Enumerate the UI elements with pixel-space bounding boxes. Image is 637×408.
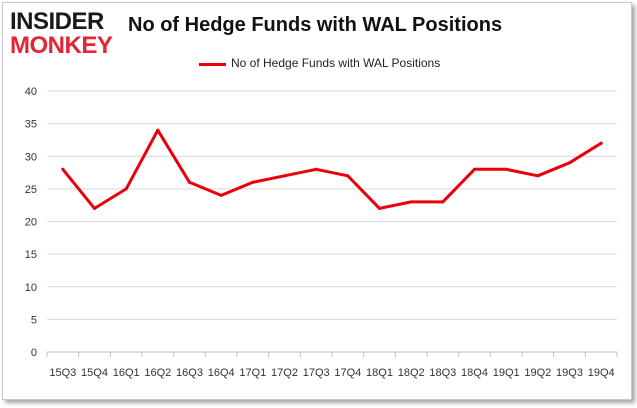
x-tick-label: 18Q4 xyxy=(461,367,488,379)
chart-title: No of Hedge Funds with WAL Positions xyxy=(128,14,503,36)
y-tick-label: 5 xyxy=(31,314,37,326)
x-tick-label: 15Q3 xyxy=(49,367,76,379)
x-tick-label: 18Q3 xyxy=(429,367,456,379)
data-point xyxy=(93,206,96,210)
x-tick-label: 17Q1 xyxy=(239,367,266,379)
data-point xyxy=(124,187,128,191)
data-point xyxy=(188,180,191,184)
x-tick-label: 19Q1 xyxy=(493,367,520,379)
data-point xyxy=(504,167,508,171)
data-point xyxy=(409,200,413,204)
x-tick-label: 19Q4 xyxy=(588,367,615,379)
data-point xyxy=(599,141,603,145)
x-tick-label: 16Q2 xyxy=(144,367,171,379)
x-tick-label: 17Q4 xyxy=(334,367,361,379)
x-tick-label: 17Q2 xyxy=(271,367,298,379)
data-point xyxy=(473,167,476,171)
y-tick-label: 30 xyxy=(25,151,37,163)
y-tick-label: 10 xyxy=(25,282,37,294)
data-point xyxy=(156,128,160,132)
x-tick-label: 17Q3 xyxy=(303,367,330,379)
x-tick-label: 16Q1 xyxy=(113,367,140,379)
data-point xyxy=(61,167,65,171)
data-point xyxy=(219,193,223,197)
data-point xyxy=(283,174,286,178)
data-point xyxy=(441,200,445,204)
series-line xyxy=(61,128,603,210)
y-tick-label: 40 xyxy=(25,86,37,98)
y-tick-label: 35 xyxy=(25,119,37,131)
x-tick-label: 16Q4 xyxy=(208,367,235,379)
data-point xyxy=(251,180,255,184)
x-tick-label: 15Q4 xyxy=(81,367,108,379)
x-tick-label: 18Q2 xyxy=(398,367,425,379)
x-tick-label: 19Q3 xyxy=(556,367,583,379)
data-point xyxy=(568,161,571,165)
insider-monkey-logo: INSIDER MONKEY xyxy=(10,8,120,59)
x-tick-label: 16Q3 xyxy=(176,367,203,379)
logo-line-1: INSIDER xyxy=(10,8,104,35)
y-tick-label: 15 xyxy=(25,249,37,261)
logo-line-2: MONKEY xyxy=(10,32,113,59)
data-point xyxy=(536,174,540,178)
x-tick-label: 18Q1 xyxy=(366,367,393,379)
y-tick-label: 25 xyxy=(25,184,37,196)
legend-label: No of Hedge Funds with WAL Positions xyxy=(231,56,441,70)
data-point xyxy=(378,206,381,210)
x-tick-label: 19Q2 xyxy=(524,367,551,379)
data-point xyxy=(346,174,350,178)
y-tick-label: 0 xyxy=(31,347,37,359)
legend-swatch xyxy=(199,63,226,66)
data-point xyxy=(314,167,318,171)
y-tick-label: 20 xyxy=(25,217,37,229)
